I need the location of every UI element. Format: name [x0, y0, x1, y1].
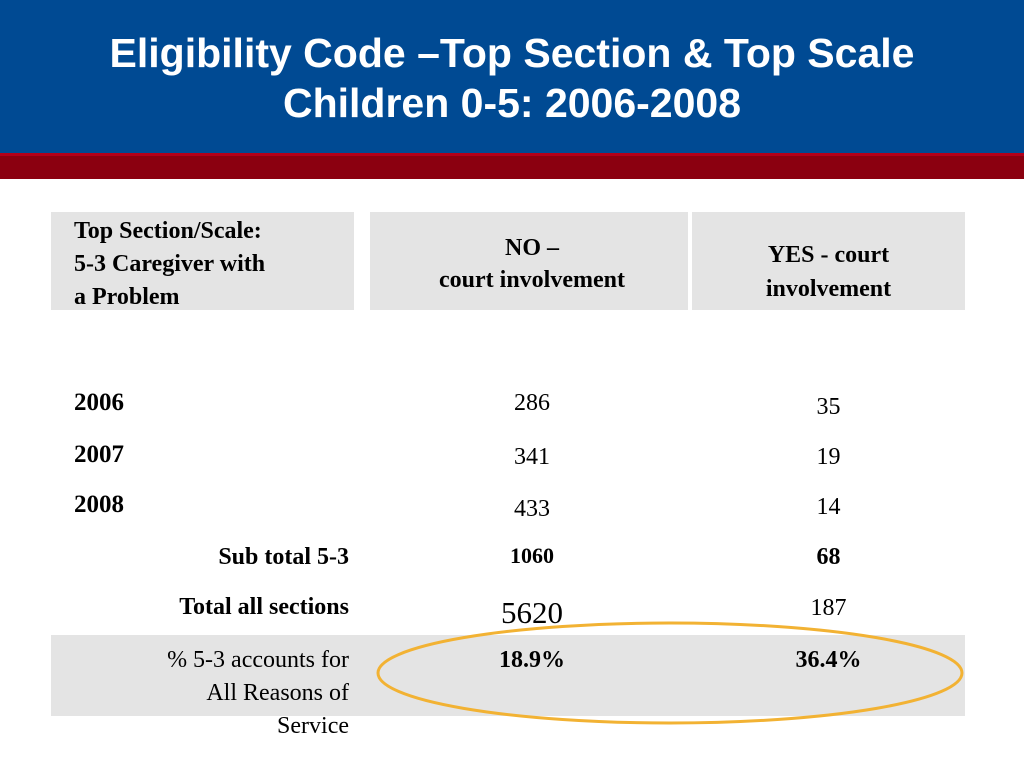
total-yes: 187 [810, 595, 847, 621]
row-2006-yes: 35 [816, 394, 841, 420]
header-label: Top Section/Scale: 5-3 Caregiver with a … [74, 215, 364, 314]
row-2007-yes: 19 [816, 444, 841, 470]
row-2008-yes: 14 [816, 494, 841, 520]
accent-band [0, 153, 1024, 179]
header-no: NO – court involvement [370, 232, 694, 296]
percent-yes: 36.4% [795, 647, 862, 673]
total-label: Total all sections [179, 594, 349, 620]
percent-label: % 5-3 accounts for All Reasons of Servic… [60, 644, 349, 743]
percent-row-shade [51, 635, 965, 716]
subtotal-label: Sub total 5-3 [218, 544, 349, 570]
header-shade-yes [692, 212, 965, 310]
header-label-line-2: 5-3 Caregiver with [74, 251, 266, 277]
percent-label-line-1: % 5-3 accounts for [167, 647, 349, 673]
header-no-line-2: court involvement [439, 267, 625, 293]
header-no-line-1: NO – [505, 235, 559, 261]
header-shade-label [51, 212, 354, 310]
header-label-line-3: a Problem [74, 284, 180, 310]
title-bar [0, 0, 1024, 153]
row-2007-label: 2007 [74, 441, 124, 468]
percent-no: 18.9% [499, 647, 565, 673]
row-2008-label: 2008 [74, 491, 124, 518]
title-line-2: Children 0-5: 2006-2008 [282, 80, 742, 126]
subtotal-yes: 68 [816, 544, 841, 570]
percent-label-line-3: Service [277, 713, 349, 739]
header-yes-line-1: YES - court [767, 242, 890, 268]
row-2006-label: 2006 [74, 389, 124, 416]
row-2007-no: 341 [514, 444, 550, 470]
title-line-1: Eligibility Code –Top Section & Top Scal… [109, 30, 915, 76]
header-yes-line-2: involvement [765, 276, 892, 302]
total-no: 5620 [501, 595, 563, 630]
percent-label-line-2: All Reasons of [206, 680, 349, 706]
highlight-ellipse-shape [376, 621, 964, 725]
slide-title: Eligibility Code –Top Section & Top Scal… [0, 28, 1024, 128]
header-label-line-1: Top Section/Scale: [74, 218, 262, 244]
subtotal-no: 1060 [510, 543, 554, 568]
header-shade-no [370, 212, 688, 310]
row-2006-no: 286 [514, 390, 550, 416]
header-yes: YES - court involvement [692, 238, 965, 306]
row-2008-no: 433 [514, 496, 550, 522]
